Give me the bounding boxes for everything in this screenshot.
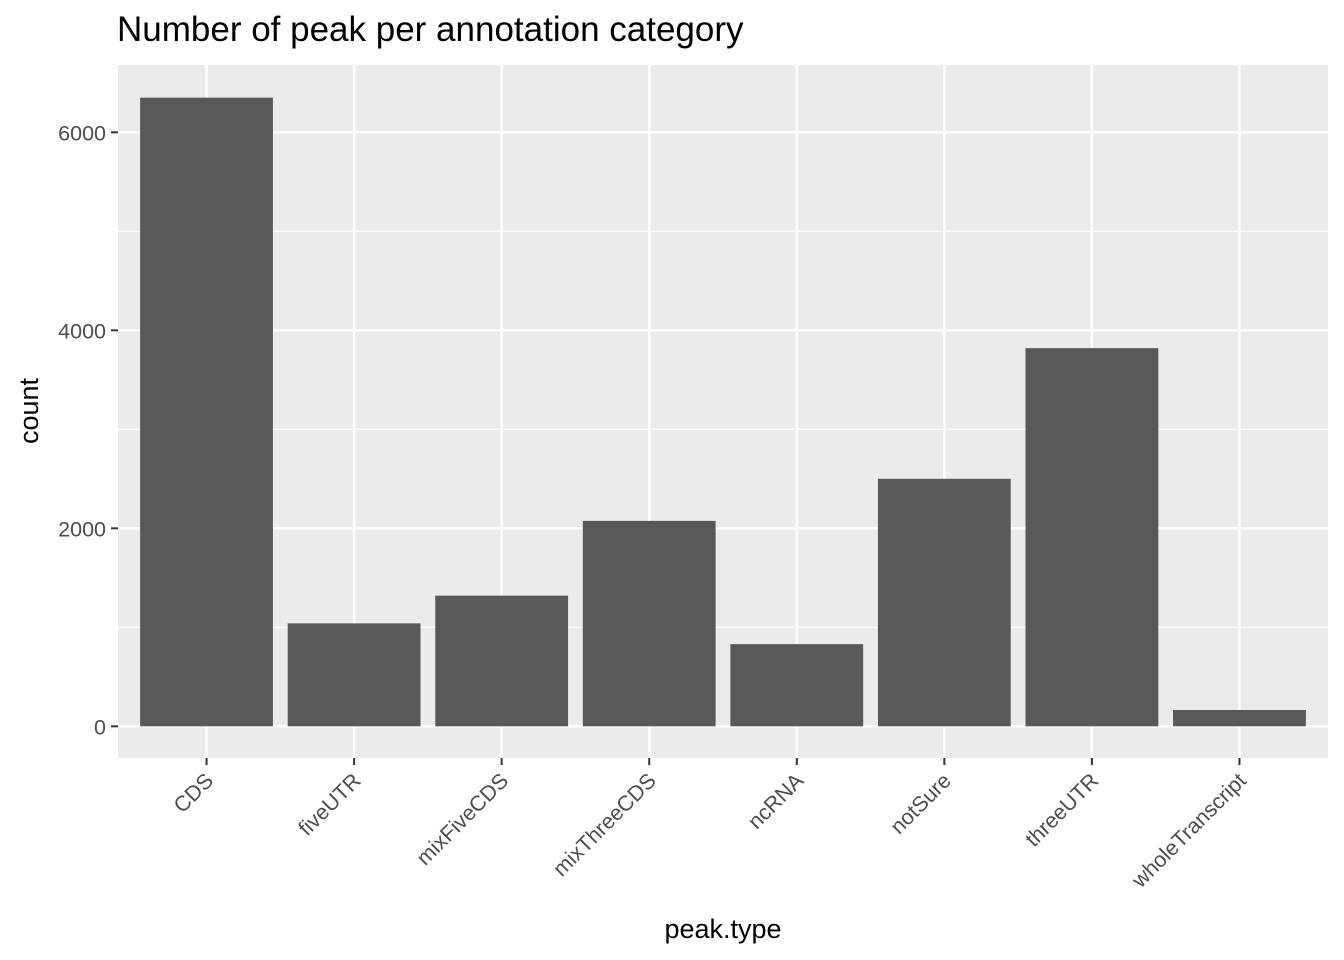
y-tick-label: 0 [94, 715, 106, 739]
x-tick-label: mixThreeCDS [548, 769, 660, 881]
x-tick-label: CDS [169, 769, 218, 818]
x-tick-label: fiveUTR [294, 769, 366, 841]
bar-notSure [877, 478, 1011, 727]
y-tick-label: 6000 [58, 121, 106, 145]
bar-mixFiveCDS [435, 595, 569, 727]
x-tick-label: ncRNA [743, 768, 809, 834]
bar-wholeTranscript [1173, 709, 1306, 727]
x-axis: CDS fiveUTR mixFiveCDS mixThreeCDS ncRNA notS… [169, 758, 1251, 893]
bar-threeUTR [1025, 348, 1159, 727]
bar-fiveUTR [287, 623, 421, 727]
bars [140, 97, 1306, 727]
bar-mixThreeCDS [582, 520, 716, 727]
y-tick-label: 4000 [58, 319, 106, 343]
y-axis: 0 2000 4000 6000 [58, 121, 118, 739]
x-tick-label: wholeTranscript [1127, 769, 1251, 893]
chart-title: Number of peak per annotation category [117, 10, 744, 49]
bar-CDS [140, 97, 273, 727]
x-tick-label: notSure [886, 769, 956, 839]
y-axis-title: count [14, 377, 44, 444]
x-tick-label: threeUTR [1021, 769, 1104, 852]
bar-ncRNA [730, 644, 864, 727]
x-tick-label: mixFiveCDS [412, 769, 513, 870]
x-axis-title: peak.type [664, 914, 781, 944]
y-tick-label: 2000 [58, 517, 106, 541]
